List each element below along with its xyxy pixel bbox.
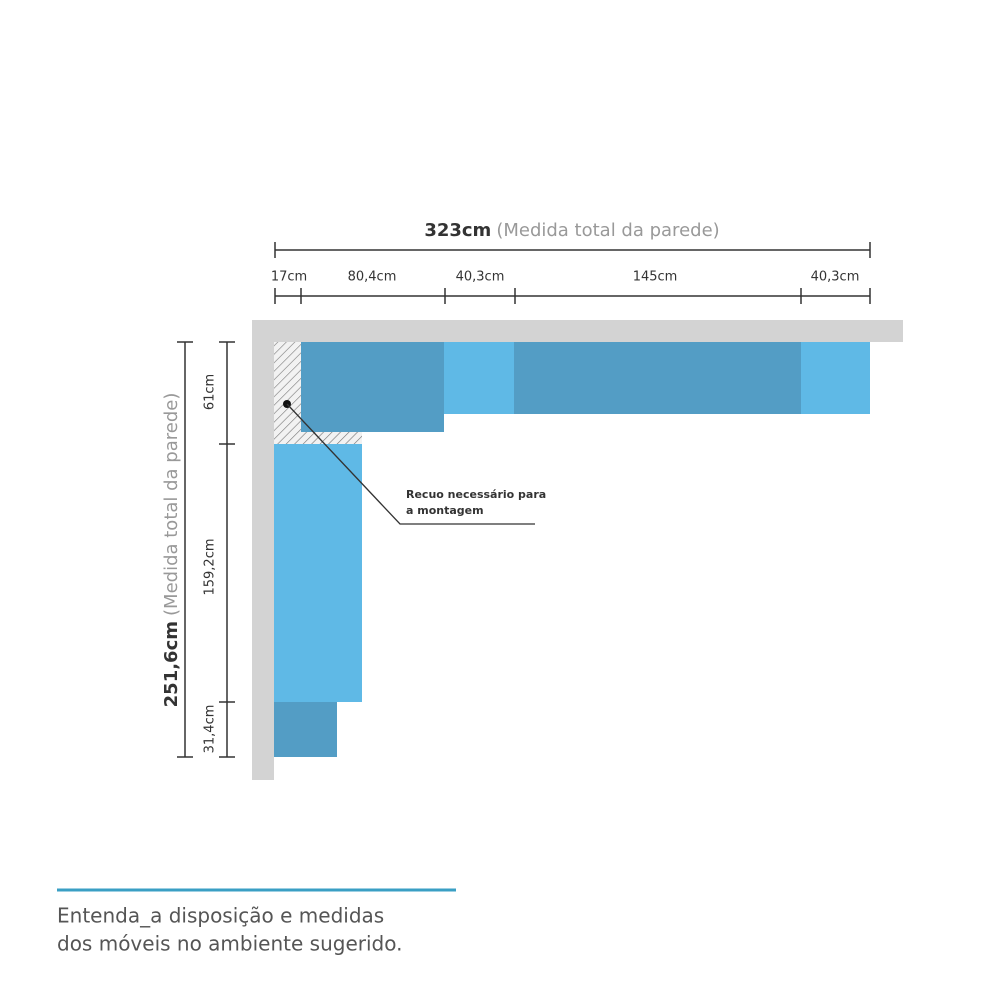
wall-left	[252, 320, 274, 780]
note: (Medida total da parede)	[496, 220, 719, 241]
segment-label: 145cm	[633, 270, 678, 285]
furniture-block	[444, 342, 514, 414]
furniture-block	[514, 342, 801, 414]
segment-ticks	[274, 288, 871, 304]
recess	[301, 432, 362, 444]
total: 323cm	[424, 220, 491, 241]
segment-label: 80,4cm	[348, 270, 397, 285]
segment-label: 17cm	[271, 270, 307, 285]
width-total-label: 323cm (Medida total da parede)	[424, 220, 719, 241]
furniture-block	[301, 342, 444, 432]
caption: dos móveis no ambiente sugerido.	[57, 932, 402, 956]
furniture-block	[274, 444, 362, 702]
height-total-label: 251,6cm (Medida total da parede)	[161, 393, 182, 708]
recess	[274, 342, 301, 444]
segment-ticks	[219, 341, 235, 758]
total: 251,6cm	[161, 621, 182, 707]
segment-label: 40,3cm	[456, 270, 505, 285]
wall-top	[252, 320, 903, 342]
segment-label: 31,4cm	[203, 705, 218, 754]
note: (Medida total da parede)	[161, 393, 182, 616]
annotation-leader	[286, 403, 535, 525]
caption: Entenda_a disposição e medidas	[57, 904, 384, 928]
furniture-block	[801, 342, 870, 414]
segment-label: 159,2cm	[203, 538, 218, 595]
annotation-text: a montagem	[406, 504, 484, 517]
annotation-text: Recuo necessário para	[406, 488, 546, 501]
segment-label: 40,3cm	[811, 270, 860, 285]
segment-label: 61cm	[203, 374, 218, 410]
furniture-block	[274, 702, 337, 757]
